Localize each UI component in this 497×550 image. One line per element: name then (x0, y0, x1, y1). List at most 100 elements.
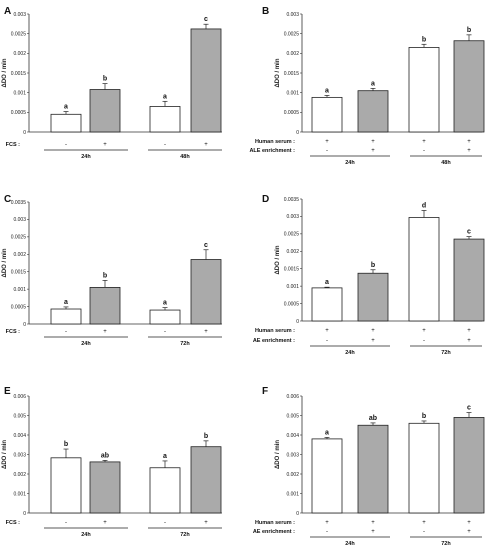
significance-letter: d (422, 203, 426, 210)
y-tick-label: 0.0005 (284, 110, 300, 116)
bar (190, 446, 222, 514)
y-tick-label: 0.003 (286, 452, 299, 458)
y-tick-label: 0.002 (286, 472, 299, 478)
significance-letter: a (325, 279, 329, 286)
treatment-sign: + (422, 520, 426, 526)
treatment-sign: + (371, 139, 375, 145)
treatment-label: AE enrichment : (253, 529, 295, 535)
y-axis-title: ΔDO / min (275, 245, 281, 274)
y-tick-label: 0.006 (13, 394, 26, 400)
treatment-sign: + (371, 520, 375, 526)
treatment-sign: - (326, 338, 328, 344)
y-tick-label: 0.005 (13, 413, 26, 419)
significance-letter: a (64, 299, 68, 306)
bar (311, 438, 343, 514)
panel-b: B ΔDO / min 0 0.0005 0.001 0.0015 0.002 0.0025 0… (249, 6, 485, 166)
panel-a: A ΔDO / min 0 0.0005 0.001 0.0015 0.002 0.0025 0… (2, 6, 222, 160)
treatment-sign: - (423, 338, 425, 344)
bar (357, 272, 389, 322)
bar (89, 286, 121, 325)
panel-letter: D (262, 194, 269, 205)
y-tick-label: 0.0025 (11, 235, 27, 241)
treatment-sign: - (423, 148, 425, 154)
significance-letter: b (103, 272, 107, 279)
significance-letter: ab (369, 415, 377, 422)
treatment-label: FCS : (6, 329, 21, 335)
y-tick-label: 0 (23, 130, 26, 136)
y-tick-label: 0 (296, 319, 299, 325)
panel-f: F ΔDO / min 0 0.001 0.002 0.003 0.004 0.005 0.00… (253, 386, 485, 547)
significance-letter: b (64, 441, 68, 448)
bar (357, 90, 389, 133)
y-tick-label: 0.0015 (11, 270, 27, 276)
significance-letter: c (467, 229, 471, 236)
y-tick-label: 0 (23, 322, 26, 328)
treatment-sign: + (204, 520, 208, 526)
panel-letter: C (4, 194, 11, 205)
treatment-sign: - (164, 329, 166, 335)
y-axis-title: ΔDO / min (275, 58, 281, 87)
significance-letter: b (467, 27, 471, 34)
y-tick-label: 0.001 (286, 491, 299, 497)
treatment-sign: - (326, 529, 328, 535)
group-label: 72h (441, 541, 451, 547)
treatment-sign: + (325, 139, 329, 145)
group-label: 24h (345, 160, 355, 166)
panel-letter: E (4, 386, 11, 397)
panel-letter: F (262, 386, 268, 397)
y-tick-label: 0.0005 (11, 110, 27, 116)
y-tick-label: 0.001 (13, 90, 26, 96)
y-tick-label: 0.0025 (284, 232, 300, 238)
significance-letter: b (422, 413, 426, 420)
bar (190, 259, 222, 325)
y-tick-label: 0.003 (286, 214, 299, 220)
bar (453, 40, 485, 133)
significance-letter: c (204, 242, 208, 249)
significance-letter: a (325, 87, 329, 94)
y-tick-label: 0.003 (13, 452, 26, 458)
significance-letter: a (163, 93, 167, 100)
treatment-sign: + (422, 139, 426, 145)
treatment-sign: + (371, 328, 375, 334)
panel-c: C ΔDO / min 0 0.0005 0.001 0.0015 0.002 0.0025 0… (2, 194, 222, 347)
y-tick-label: 0.0015 (284, 71, 300, 77)
y-tick-label: 0.006 (286, 394, 299, 400)
group-label: 48h (441, 160, 451, 166)
bar (190, 28, 222, 133)
bar (453, 417, 485, 514)
y-tick-label: 0.005 (286, 413, 299, 419)
y-tick-label: 0.003 (13, 12, 26, 18)
y-tick-label: 0.0005 (11, 304, 27, 310)
treatment-sign: + (467, 520, 471, 526)
treatment-sign: - (65, 142, 67, 148)
treatment-sign: + (204, 142, 208, 148)
bar (89, 461, 121, 514)
panel-d: D ΔDO / min 0 0.0005 0.001 0.0015 0.002 0.0025 0… (253, 194, 485, 356)
group-label: 72h (180, 532, 190, 538)
bar (50, 113, 82, 133)
y-axis-title: ΔDO / min (275, 440, 281, 469)
bar (408, 47, 440, 133)
treatment-label: Human serum : (255, 328, 295, 334)
y-tick-label: 0.0035 (11, 200, 27, 206)
y-tick-label: 0.002 (13, 472, 26, 478)
panel-letter: B (262, 6, 269, 17)
treatment-sign: - (423, 529, 425, 535)
bar (311, 96, 343, 133)
significance-letter: a (163, 453, 167, 460)
y-tick-label: 0.0025 (11, 31, 27, 37)
treatment-sign: - (164, 142, 166, 148)
significance-letter: c (204, 16, 208, 23)
y-axis-title: ΔDO / min (2, 440, 8, 469)
treatment-sign: + (204, 329, 208, 335)
bar (408, 217, 440, 322)
treatment-sign: + (467, 328, 471, 334)
y-tick-label: 0.0025 (284, 31, 300, 37)
treatment-label: Human serum : (255, 139, 295, 145)
group-label: 24h (81, 341, 91, 347)
significance-letter: b (422, 36, 426, 43)
treatment-label: Human serum : (255, 520, 295, 526)
y-tick-label: 0.002 (286, 51, 299, 57)
y-tick-label: 0 (23, 511, 26, 517)
